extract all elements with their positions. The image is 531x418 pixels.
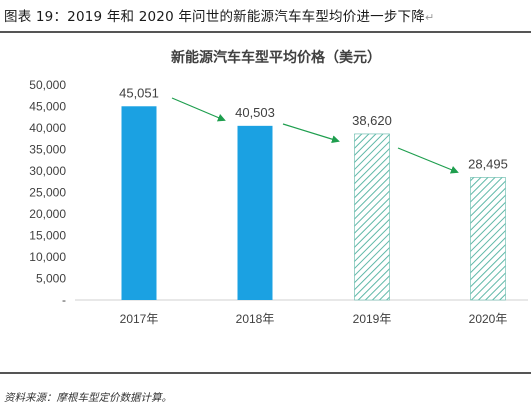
y-tick-label: 40,000: [29, 121, 66, 135]
bar-2019年: [354, 133, 390, 301]
y-tick-label: 25,000: [29, 186, 66, 200]
y-tick-label: 30,000: [29, 164, 66, 178]
x-axis-ticks: 2017年 2018年 2019年 2020年: [120, 312, 508, 326]
paragraph-mark-icon: ↵: [424, 11, 435, 24]
trend-arrow: [282, 123, 340, 144]
trend-arrows: [171, 97, 459, 174]
y-tick-label: 35,000: [29, 143, 66, 157]
bar-2020年: [470, 177, 506, 301]
y-tick-label: -: [62, 293, 66, 307]
x-tick-label: 2020年: [469, 312, 508, 326]
y-tick-label: 15,000: [29, 229, 66, 243]
bar-2017年: [121, 106, 157, 300]
bar-2018年: [237, 125, 273, 300]
trend-arrow: [171, 97, 226, 122]
y-axis-ticks: - 5,000 10,000 15,000 20,000 25,000 30,000 35,0…: [29, 78, 66, 307]
y-tick-label: 20,000: [29, 207, 66, 221]
source-note: 资料来源：摩根车型定价数据计算。: [4, 392, 172, 404]
y-tick-label: 45,000: [29, 100, 66, 114]
trend-arrow: [397, 147, 459, 174]
figure-caption: 图表 19：2019 年和 2020 年问世的新能源汽车车型均价进一步下降↵: [4, 5, 434, 25]
data-label: 28,495: [468, 156, 508, 171]
x-tick-label: 2018年: [236, 312, 275, 326]
data-label: 40,503: [235, 105, 275, 120]
y-tick-label: 10,000: [29, 250, 66, 264]
y-tick-label: 5,000: [36, 272, 66, 286]
data-label: 38,620: [352, 113, 392, 128]
bars: [121, 106, 506, 301]
data-label: 45,051: [119, 85, 159, 100]
x-tick-label: 2017年: [120, 312, 159, 326]
x-tick-label: 2019年: [353, 312, 392, 326]
y-tick-label: 50,000: [29, 78, 66, 92]
bottom-rule: [0, 372, 531, 374]
data-labels: 45,051 40,503 38,620 28,495: [119, 85, 508, 171]
figure-caption-text: 图表 19：2019 年和 2020 年问世的新能源汽车车型均价进一步下降: [4, 9, 425, 25]
top-rule: [0, 31, 531, 33]
chart-title: 新能源汽车车型平均价格（美元）: [171, 49, 381, 66]
